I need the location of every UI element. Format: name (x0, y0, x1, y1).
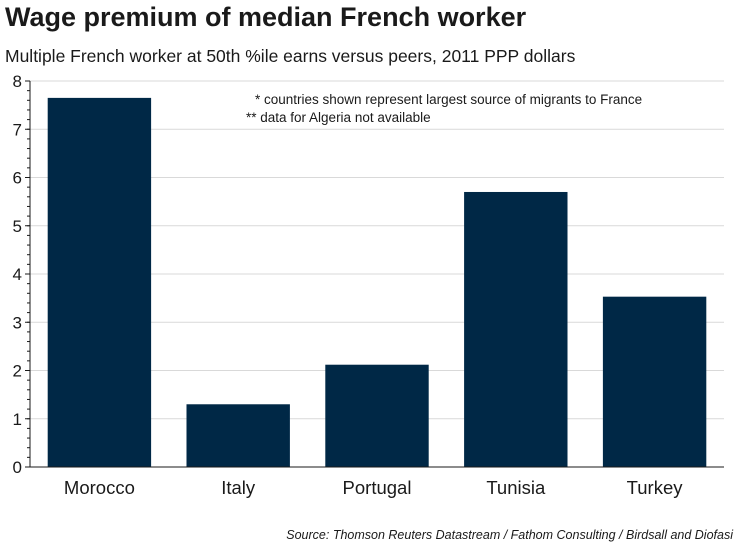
note-migrants: * countries shown represent largest sour… (255, 92, 642, 107)
bars (47, 97, 707, 467)
source-note: Source: Thomson Reuters Datastream / Fat… (286, 528, 733, 542)
bar-portugal (325, 364, 429, 467)
y-tick-label: 8 (13, 72, 22, 91)
bar-morocco (47, 97, 152, 467)
y-tick-label: 1 (13, 410, 22, 429)
y-tick-label: 6 (13, 169, 22, 188)
y-tick-label: 5 (13, 217, 22, 236)
x-tick-label: Tunisia (486, 477, 546, 498)
x-tick-label: Portugal (343, 477, 412, 498)
bar-turkey (602, 296, 707, 467)
bar-tunisia (464, 191, 568, 467)
chart-subtitle: Multiple French worker at 50th %ile earn… (5, 46, 576, 66)
y-tick-label: 3 (13, 313, 22, 332)
x-tick-label: Italy (221, 477, 256, 498)
y-tick-label: 0 (13, 458, 22, 477)
chart-title: Wage premium of median French worker (5, 2, 527, 32)
x-axis-labels: Morocco Italy Portugal Tunisia Turkey (64, 477, 683, 498)
note-algeria: ** data for Algeria not available (246, 110, 431, 125)
x-tick-label: Morocco (64, 477, 135, 498)
y-tick-label: 4 (13, 265, 22, 284)
y-tick-label: 2 (13, 362, 22, 381)
x-tick-label: Turkey (627, 477, 684, 498)
bar-italy (186, 404, 290, 467)
y-axis-ticks: 0 1 2 3 4 5 6 7 8 (13, 72, 30, 477)
y-tick-label: 7 (13, 120, 22, 139)
bar-chart: 0 1 2 3 4 5 6 7 8 Morocco Italy Portugal Tunisia Tur… (13, 72, 724, 498)
